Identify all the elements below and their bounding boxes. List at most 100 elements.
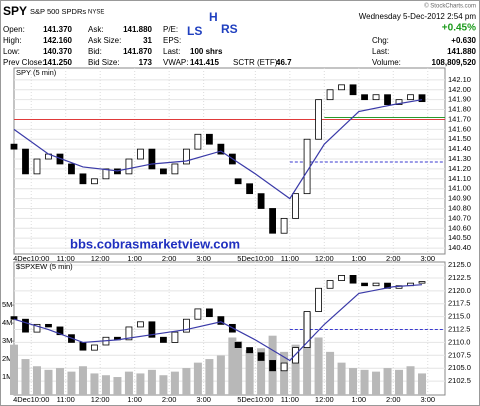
candle xyxy=(182,148,190,165)
candle xyxy=(217,316,225,325)
candle xyxy=(33,323,41,333)
volume-bar xyxy=(147,369,156,395)
field-label: Low: xyxy=(3,47,20,56)
candle xyxy=(315,99,322,140)
y-tick-label: 2117.5 xyxy=(448,299,470,308)
field-label: VWAP: xyxy=(163,58,188,67)
volume-bar xyxy=(101,375,110,395)
volume-bar xyxy=(395,369,404,395)
y-tick-label: 140.40 xyxy=(448,243,471,252)
change-pct: +0.45% xyxy=(442,23,476,34)
y-tick-label: 141.70 xyxy=(448,114,471,123)
volume-bar xyxy=(314,337,323,395)
volume-tick-label: 4M xyxy=(2,318,12,327)
y-tick-label: 2122.5 xyxy=(448,273,471,282)
volume-bar xyxy=(245,350,254,395)
moving-average xyxy=(13,99,423,200)
y-tick-label: 141.40 xyxy=(448,144,471,153)
field-value: +0.630 xyxy=(451,36,476,45)
candle xyxy=(280,362,288,372)
candle xyxy=(79,173,87,185)
volume-bar xyxy=(193,362,202,395)
candle xyxy=(45,323,52,328)
field-value: 141.880 xyxy=(123,25,152,34)
field-label: Volume: xyxy=(372,58,401,67)
y-tick-label: 141.80 xyxy=(448,105,471,114)
volume-tick-label: 2M xyxy=(2,354,12,363)
candle xyxy=(205,133,213,145)
pattern-label: LS xyxy=(187,24,202,38)
moving-average xyxy=(13,284,423,362)
y-tick-label: 2105.0 xyxy=(448,363,471,372)
y-tick-label: 140.60 xyxy=(448,223,471,232)
y-tick-label: 141.50 xyxy=(448,134,471,143)
volume-bar xyxy=(406,366,415,395)
volume-bar xyxy=(182,368,191,395)
candle xyxy=(194,308,202,320)
x-tick-label: 1:00 xyxy=(127,395,142,404)
exchange: NYSE xyxy=(88,10,104,16)
volume-bar xyxy=(32,366,41,395)
volume-bar xyxy=(170,371,179,395)
y-tick-label: 141.60 xyxy=(448,124,471,133)
field-value: 142.160 xyxy=(43,36,72,45)
candle xyxy=(102,168,110,180)
y-tick-label: 2120.0 xyxy=(448,286,471,295)
x-tick-label: 11:00 xyxy=(57,254,75,263)
candle xyxy=(79,342,87,351)
y-tick-label: 142.10 xyxy=(448,75,471,84)
field-value: 141.370 xyxy=(43,25,72,34)
volume-bar xyxy=(55,368,64,395)
x-tick-label: 2:00 xyxy=(386,395,401,404)
x-tick-label: 12:00 xyxy=(315,395,334,404)
field-label: Last: xyxy=(163,47,180,56)
candle xyxy=(407,94,414,101)
candle xyxy=(68,163,75,175)
volume-bar xyxy=(372,371,381,395)
candle xyxy=(418,281,426,284)
volume-bar xyxy=(44,369,53,395)
candle xyxy=(22,148,29,175)
volume-bar xyxy=(78,366,87,395)
y-tick-label: 2125.0 xyxy=(448,260,471,269)
x-tick-label: 3:00 xyxy=(196,254,211,263)
field-label: Ask: xyxy=(88,25,104,34)
y-tick-label: 140.80 xyxy=(448,203,471,212)
y-tick-label: 2110.0 xyxy=(448,337,470,346)
panel-title: $SPXEW (5 min) xyxy=(16,262,73,271)
field-label: Open: xyxy=(3,25,25,34)
x-tick-label: 3:00 xyxy=(420,395,435,404)
pattern-label: H xyxy=(209,10,218,24)
candle xyxy=(257,352,265,361)
field-value: 173 xyxy=(139,58,153,67)
volume-bar xyxy=(234,341,243,395)
volume-tick-label: 5M xyxy=(2,300,12,309)
copyright: © StockCharts.com xyxy=(424,3,476,10)
field-label: Prev Close: xyxy=(3,58,44,67)
candle xyxy=(194,133,202,150)
x-tick-label: 2:00 xyxy=(162,395,177,404)
volume-bar xyxy=(326,351,335,395)
candle xyxy=(372,282,380,287)
field-label: Last: xyxy=(372,47,389,56)
volume-bar xyxy=(360,369,369,395)
candle xyxy=(384,94,391,106)
candle xyxy=(137,148,144,160)
volume-bar xyxy=(216,355,225,395)
volume-bar xyxy=(113,377,122,395)
x-tick-label: 3:00 xyxy=(196,395,211,404)
y-tick-label: 141.00 xyxy=(448,184,471,193)
x-tick-label: 4Dec10:00 xyxy=(13,254,49,263)
candle xyxy=(303,138,311,195)
candle xyxy=(234,342,242,348)
x-tick-label: 1:00 xyxy=(127,254,142,263)
candle xyxy=(205,308,213,318)
field-value: 46.7 xyxy=(276,58,292,67)
field-label: Bid Size: xyxy=(88,58,120,67)
volume-bar xyxy=(67,371,76,395)
volume-bar xyxy=(90,373,99,395)
candle xyxy=(10,143,18,150)
x-tick-label: 12:00 xyxy=(315,254,334,263)
candle xyxy=(171,331,179,343)
